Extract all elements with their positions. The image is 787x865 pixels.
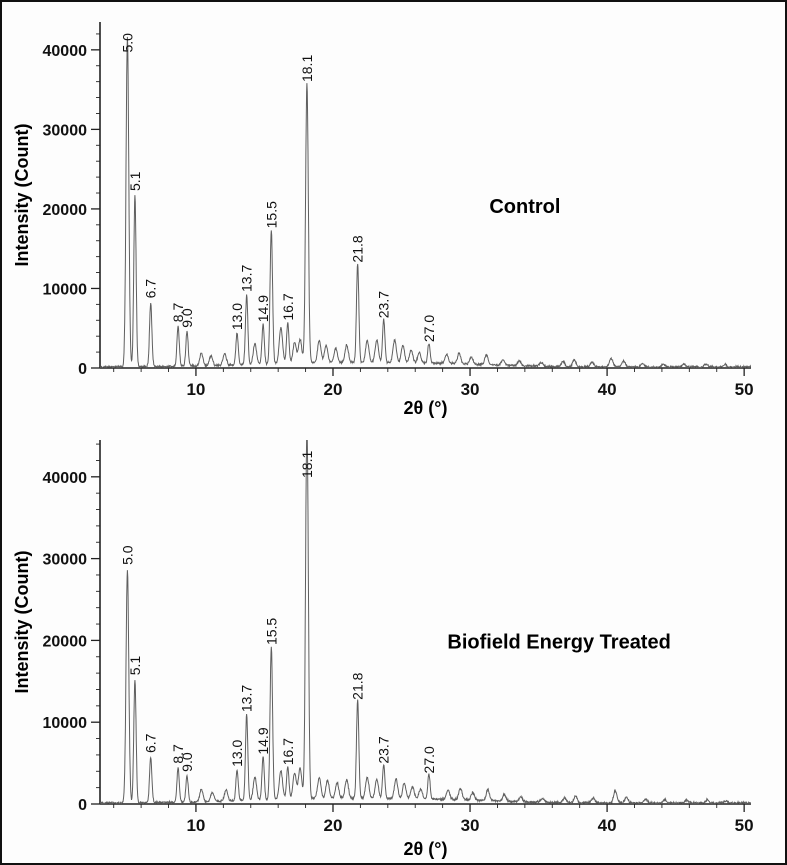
peak-label: 5.0	[119, 545, 135, 565]
y-tick-label: 10000	[43, 715, 88, 732]
control-chart: 0 10000 20000 30000 40000 10 20 30 40 50 Intensity…	[6, 6, 783, 422]
biofield-treated-chart-svg: 0 10000 20000 30000 40000 10 20 30 40 50 Intensity…	[12, 440, 754, 859]
peak-label: 6.7	[143, 733, 159, 753]
y-tick-label: 30000	[43, 552, 88, 569]
control-chart-svg: 0 10000 20000 30000 40000 10 20 30 40 50 Intensity…	[12, 22, 754, 418]
sample-annotation: Control	[489, 196, 560, 218]
peak-label: 14.9	[255, 727, 271, 754]
peak-label: 9.0	[179, 308, 195, 328]
peak-label: 23.7	[376, 736, 392, 763]
x-tick-label: 10	[186, 816, 205, 835]
peak-label: 27.0	[421, 315, 437, 342]
xrd-trace	[100, 36, 751, 368]
peak-label: 13.7	[239, 265, 255, 292]
peak-label: 21.8	[350, 235, 366, 262]
y-tick-label: 10000	[43, 281, 88, 298]
x-tick-label: 20	[324, 380, 343, 399]
x-tick-label: 10	[186, 380, 205, 399]
x-tick-label: 40	[598, 816, 617, 835]
peak-label: 16.7	[280, 293, 296, 320]
peak-label: 8.7	[170, 303, 186, 323]
peak-label: 5.1	[127, 656, 143, 676]
y-axis-title: Intensity (Count)	[12, 124, 32, 267]
biofield-treated-chart: 0 10000 20000 30000 40000 10 20 30 40 50 Intensity…	[6, 426, 783, 863]
sample-annotation: Biofield Energy Treated	[447, 632, 670, 654]
y-tick-label: 20000	[43, 633, 88, 650]
x-axis-title: 2θ (°)	[404, 839, 448, 859]
x-tick-label: 30	[461, 380, 480, 399]
peak-label: 15.5	[263, 618, 279, 645]
x-tick-label: 40	[598, 380, 617, 399]
y-tick-label: 20000	[43, 202, 88, 219]
peak-label: 13.0	[229, 739, 245, 766]
peak-label: 16.7	[280, 738, 296, 765]
peak-label: 14.9	[255, 295, 271, 322]
y-tick-label: 30000	[43, 122, 88, 139]
x-tick-label: 20	[324, 816, 343, 835]
peak-label: 21.8	[350, 672, 366, 699]
peak-label: 18.1	[299, 451, 315, 478]
peak-label: 8.7	[170, 744, 186, 764]
y-tick-label: 40000	[43, 43, 88, 60]
y-tick-label: 40000	[43, 470, 88, 487]
x-tick-label: 50	[735, 816, 754, 835]
x-tick-label: 50	[735, 380, 754, 399]
y-axis-title: Intensity (Count)	[12, 551, 32, 694]
peak-label: 9.0	[179, 752, 195, 772]
y-tick-label: 0	[78, 797, 87, 814]
x-tick-label: 30	[461, 816, 480, 835]
peak-label: 27.0	[421, 746, 437, 773]
peak-label: 23.7	[376, 291, 392, 318]
peak-label: 5.0	[119, 33, 135, 53]
peak-label: 5.1	[127, 171, 143, 191]
peak-label: 6.7	[143, 279, 159, 299]
peak-label: 13.0	[229, 303, 245, 330]
peak-label: 13.7	[239, 685, 255, 712]
x-axis-title: 2θ (°)	[404, 398, 448, 418]
y-tick-label: 0	[78, 361, 87, 378]
peak-label: 15.5	[263, 201, 279, 228]
xrd-trace	[100, 440, 751, 804]
peak-label: 18.1	[299, 55, 315, 82]
